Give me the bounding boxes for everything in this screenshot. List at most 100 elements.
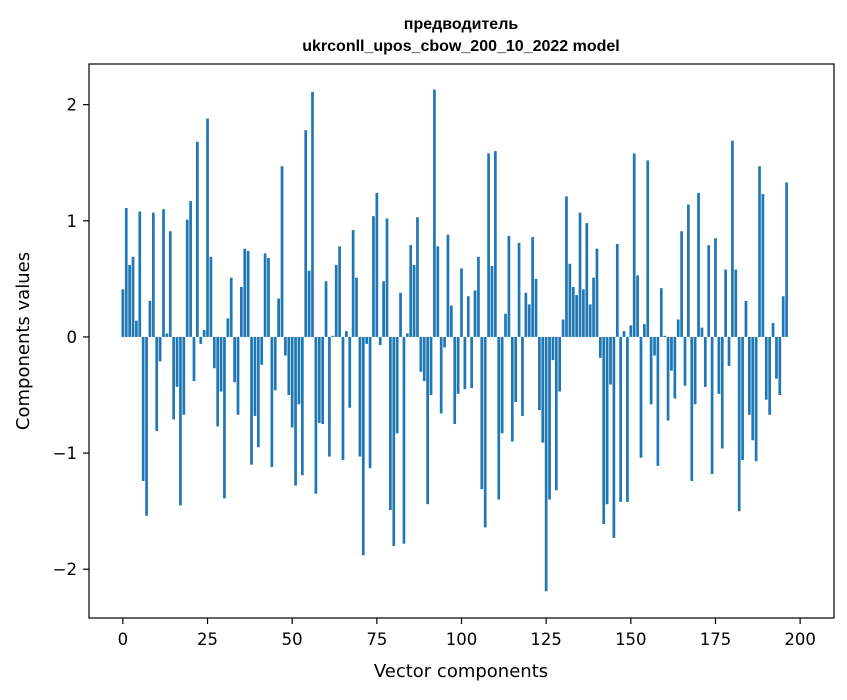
bar — [717, 336, 721, 394]
bar — [707, 245, 711, 337]
bar — [389, 336, 392, 510]
bar — [321, 336, 325, 425]
bar — [199, 336, 203, 344]
y-tick-label: 1 — [67, 212, 78, 231]
bar — [700, 327, 704, 337]
bar — [673, 336, 677, 399]
bar — [636, 275, 639, 337]
bar — [246, 250, 250, 337]
bar — [412, 264, 416, 337]
bar — [121, 289, 125, 337]
bar — [653, 336, 656, 356]
bar — [179, 336, 182, 506]
bar — [351, 230, 355, 337]
bar — [131, 256, 135, 337]
bar — [395, 336, 399, 434]
bar — [460, 268, 463, 337]
bar — [558, 336, 562, 392]
bar — [487, 153, 490, 337]
bar — [497, 336, 501, 500]
bar — [510, 336, 514, 442]
bar — [507, 235, 511, 337]
bar — [524, 292, 528, 337]
bar — [314, 336, 318, 494]
bar — [480, 336, 484, 490]
bar — [731, 140, 734, 337]
bar — [571, 286, 575, 337]
bar — [168, 231, 172, 337]
bar — [771, 323, 775, 337]
y-axis-label: Components values — [13, 252, 34, 430]
bar — [744, 300, 748, 337]
bar — [436, 246, 440, 337]
bar — [615, 244, 619, 337]
bar — [612, 336, 616, 538]
bar — [490, 266, 494, 337]
bar — [656, 336, 660, 466]
bar — [646, 160, 650, 337]
bar — [375, 192, 379, 337]
y-tick-label: 0 — [67, 328, 78, 347]
bar — [165, 333, 169, 337]
bar — [294, 336, 297, 486]
bar — [385, 218, 389, 337]
bar — [643, 324, 646, 337]
bar — [236, 336, 240, 415]
bar — [605, 336, 609, 505]
bar — [233, 336, 236, 383]
bar — [290, 336, 294, 428]
bar — [649, 336, 653, 405]
bar — [243, 248, 247, 337]
bar — [392, 336, 396, 546]
bar — [687, 204, 690, 337]
x-tick-label: 0 — [118, 630, 129, 649]
bar — [470, 336, 474, 389]
bar — [500, 336, 504, 434]
bar — [256, 336, 260, 448]
bar — [209, 256, 213, 337]
bar — [206, 118, 209, 337]
bar — [453, 336, 457, 425]
x-tick-label: 175 — [700, 630, 732, 649]
bar — [632, 153, 636, 337]
bar — [250, 336, 253, 465]
bar — [754, 336, 758, 462]
bar — [284, 336, 287, 356]
bar — [263, 253, 267, 337]
x-tick-label: 50 — [282, 630, 303, 649]
bar — [758, 166, 761, 337]
bar — [639, 336, 643, 458]
bar — [300, 336, 304, 476]
bar — [619, 336, 623, 502]
bar — [128, 264, 131, 337]
bar — [141, 336, 145, 481]
bar — [703, 336, 707, 387]
bar — [582, 289, 585, 337]
bar — [429, 336, 433, 396]
bar — [446, 234, 450, 337]
bar — [737, 336, 741, 512]
bar — [365, 336, 369, 344]
bar — [267, 257, 270, 337]
bar — [158, 336, 162, 362]
bar — [416, 217, 419, 337]
bar — [280, 166, 284, 337]
bar — [212, 336, 216, 369]
bar — [426, 336, 429, 505]
bar — [145, 336, 148, 516]
bar — [551, 336, 555, 361]
bar — [588, 304, 592, 337]
x-tick-label: 200 — [784, 630, 816, 649]
x-tick-label: 25 — [197, 630, 218, 649]
bar — [355, 277, 358, 337]
chart-subtitle: ukrconll_upos_cbow_200_10_2022 model — [302, 38, 619, 55]
bar — [229, 277, 233, 337]
bar — [541, 336, 545, 443]
bar — [345, 331, 348, 337]
bar — [155, 336, 159, 432]
bar — [477, 256, 480, 337]
bar — [358, 336, 362, 457]
bar — [382, 281, 385, 337]
bar — [182, 336, 186, 415]
